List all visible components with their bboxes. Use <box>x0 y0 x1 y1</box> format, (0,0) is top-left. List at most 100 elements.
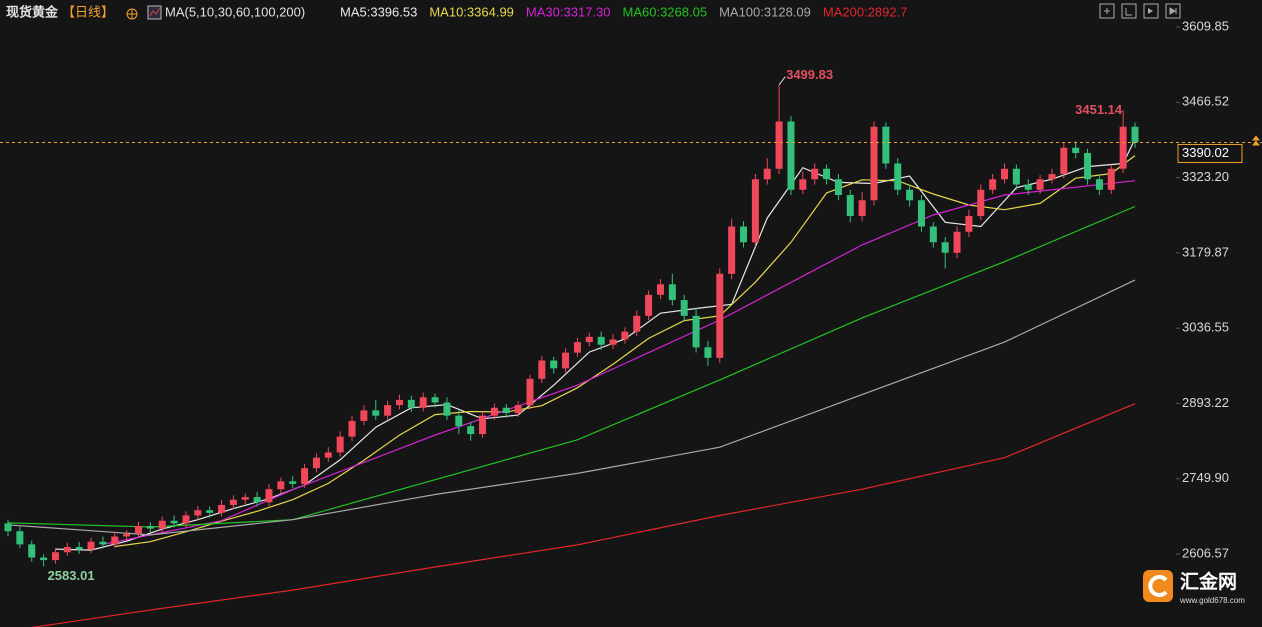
candle-body <box>965 216 973 232</box>
candle-body <box>1072 147 1080 153</box>
candle-body <box>206 510 214 513</box>
legend-entry: MA5:3396.53 <box>340 4 417 19</box>
candle-body <box>668 284 676 301</box>
candle-body <box>158 520 166 529</box>
candle-body <box>111 536 119 545</box>
candle-body <box>1001 168 1009 180</box>
candle-body <box>51 552 59 561</box>
low-label: 2583.01 <box>48 568 95 583</box>
candle-body <box>550 360 558 369</box>
candle-body <box>40 557 48 561</box>
y-tick-label: 2749.90 <box>1182 470 1229 485</box>
y-axis: 3609.85 3466.52 3323.20 3179.87 3036.55 2893.… <box>1176 18 1229 560</box>
candle-body <box>1024 184 1032 190</box>
candle-body <box>1048 173 1056 180</box>
candle-body <box>609 339 617 345</box>
candle-body <box>751 179 759 243</box>
candle-body <box>585 336 593 343</box>
tool-button[interactable] <box>1165 3 1181 19</box>
candle-body <box>146 525 154 529</box>
indicator: MA(5,10,30,60,100,200) <box>165 4 305 19</box>
ma-line <box>55 138 1136 551</box>
candle-body <box>241 497 249 500</box>
y-tick-label: 3179.87 <box>1182 244 1229 259</box>
candle-body <box>882 126 890 164</box>
indicator-icon-line <box>149 7 161 17</box>
candle-body <box>894 163 902 190</box>
candle-body <box>490 407 498 416</box>
candle-body <box>573 342 581 353</box>
candle-body <box>301 468 309 484</box>
candle-body <box>4 523 12 532</box>
candle-body <box>289 481 297 484</box>
candle-body <box>1107 168 1115 190</box>
toolbar <box>1099 3 1181 19</box>
tool-button[interactable] <box>1121 3 1137 19</box>
last-price-arrow <box>1252 135 1260 146</box>
candle-body <box>63 546 71 553</box>
high-marker <box>778 76 786 86</box>
candle-body <box>16 531 24 545</box>
logo-glyph <box>1148 575 1168 597</box>
candle-body <box>597 336 605 345</box>
candle-body <box>218 504 226 513</box>
candle-body <box>692 315 700 348</box>
candle-body <box>87 541 95 550</box>
candle-body <box>621 331 629 340</box>
candle-body <box>716 273 724 358</box>
candle-body <box>704 347 712 358</box>
logo-name: 汇金网 <box>1180 570 1237 593</box>
candle-body <box>1131 126 1139 143</box>
candle-body <box>277 481 285 490</box>
candle-body <box>348 420 356 437</box>
candle-body <box>633 315 641 332</box>
candle-body <box>526 378 534 406</box>
candle-body <box>194 510 202 516</box>
candle-body <box>479 415 487 435</box>
y-tick-label: 3609.85 <box>1182 18 1229 33</box>
tool-icon <box>1169 7 1177 15</box>
plot-area <box>4 84 1139 627</box>
candle-body <box>28 544 36 558</box>
high-label: 3499.83 <box>786 67 833 82</box>
candle-body <box>253 497 261 503</box>
candle-body <box>740 226 748 243</box>
candle-body <box>443 402 451 416</box>
candle-body <box>360 410 368 421</box>
candle-body <box>384 405 392 416</box>
candle-body <box>728 226 736 274</box>
legend-entry: MA200:2892.7 <box>823 4 908 19</box>
legend-entry: MA100:3128.09 <box>719 4 811 19</box>
legend-entry: MA10:3364.99 <box>429 4 514 19</box>
ma-line <box>7 279 1136 536</box>
candle-body <box>502 407 510 414</box>
candle-body <box>799 179 807 190</box>
candle-body <box>917 200 925 227</box>
candle-body <box>75 546 83 550</box>
candle-body <box>941 242 949 253</box>
last-price-box <box>1177 143 1243 163</box>
candle-body <box>455 415 463 427</box>
legend-entry: MA60:3268.05 <box>623 4 708 19</box>
candle-body <box>858 200 866 217</box>
logo-mark <box>1143 570 1173 602</box>
candle-body <box>953 231 961 253</box>
candle-body <box>467 426 475 435</box>
candle-body <box>656 284 664 295</box>
period: 【日线】 <box>62 4 114 19</box>
candle-body <box>906 189 914 201</box>
tool-button[interactable] <box>1099 3 1115 19</box>
y-tick-label: 3036.55 <box>1182 320 1229 335</box>
tool-button[interactable] <box>1143 3 1159 19</box>
candle-body <box>312 457 320 469</box>
candle-body <box>834 179 842 196</box>
y-tick-label: 3323.20 <box>1182 169 1229 184</box>
candle-body <box>170 520 178 524</box>
candle-body <box>419 397 427 408</box>
candle-body <box>1012 168 1020 185</box>
candle-body <box>823 168 831 180</box>
candle-body <box>123 533 131 537</box>
candle-body <box>680 300 688 316</box>
candle-body <box>134 525 142 534</box>
